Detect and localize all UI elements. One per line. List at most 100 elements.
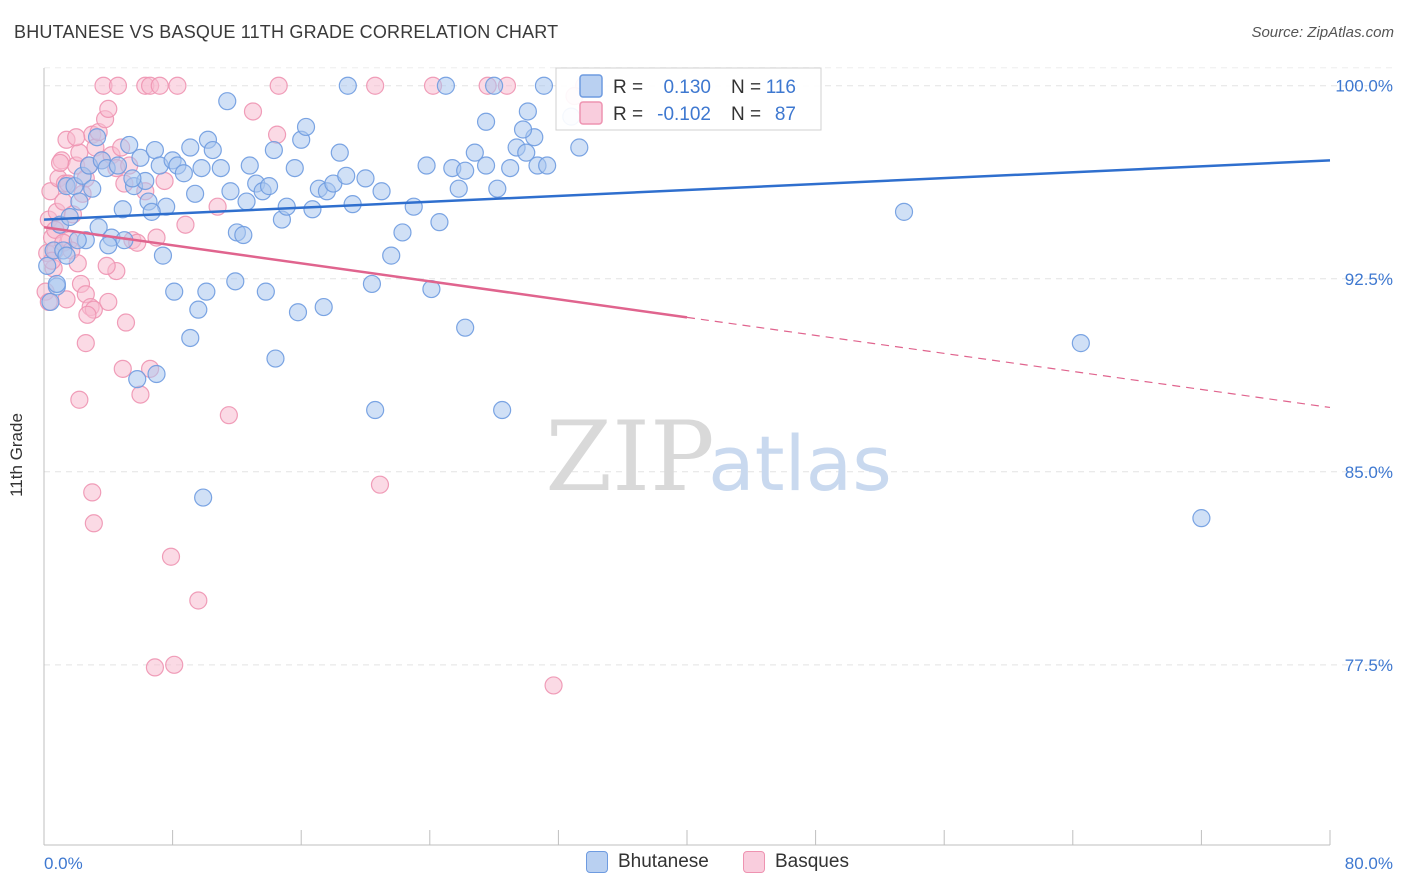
x-tick-label: 80.0% [1345,854,1393,873]
point-basques [131,385,150,404]
point-basques [84,514,103,533]
point-bhutanese [174,164,193,183]
source-credit: Source: ZipAtlas.com [1251,24,1394,41]
n-label: N = [731,77,761,98]
point-basques [155,171,174,191]
point-basques [150,76,169,95]
point-bhutanese [372,182,391,201]
trend-line-bhutanese [43,159,1331,221]
point-bhutanese [430,213,449,232]
point-bhutanese [1192,509,1211,528]
point-bhutanese [518,102,537,121]
n-label: N = [731,104,761,125]
point-bhutanese [264,140,283,160]
point-bhutanese [356,169,375,188]
point-basques [366,76,385,95]
point-bhutanese [476,112,496,131]
point-basques [189,591,208,610]
r-label: R = [613,104,643,125]
point-bhutanese [436,76,455,95]
trend-lines [43,159,1331,409]
point-bhutanese [218,92,237,111]
point-bhutanese [337,166,356,185]
point-bhutanese [493,400,512,420]
stats-legend: R = 0.130 N = 116 R = -0.102 N = 87 [555,67,822,131]
point-bhutanese [338,76,357,95]
point-bhutanese [476,156,496,175]
point-bhutanese [189,300,208,319]
point-basques [269,76,288,95]
series-legend: Bhutanese Basques [0,851,1406,879]
x-tick-label: 0.0% [44,854,83,873]
point-bhutanese [1071,334,1090,353]
point-bhutanese [314,297,333,317]
point-basques [161,547,181,566]
point-bhutanese [226,272,245,291]
point-bhutanese [485,76,504,95]
y-tick-label: 85.0% [1345,463,1393,482]
point-basques [76,334,95,353]
point-bhutanese [47,274,66,294]
point-bhutanese [382,246,401,265]
point-bhutanese [449,179,468,198]
point-basques [243,102,263,121]
point-bhutanese [142,202,161,221]
point-bhutanese [181,328,200,348]
point-bhutanese [259,177,279,196]
point-bhutanese [570,138,589,157]
point-basques [99,99,118,119]
point-bhutanese [240,156,259,175]
point-bhutanese [131,148,150,167]
point-bhutanese [362,274,382,294]
point-bhutanese [456,161,475,180]
n-value: 87 [775,104,796,125]
point-bhutanese [197,282,216,301]
point-bhutanese [488,179,507,198]
point-basques [70,390,89,409]
watermark-zip: ZIP [545,401,714,513]
n-value: 116 [766,77,796,98]
point-basques [165,655,184,674]
point-basques [97,256,116,276]
point-bhutanese [145,140,165,160]
point-bhutanese [181,138,200,157]
point-bhutanese [894,202,914,221]
y-tick-label: 100.0% [1335,77,1393,96]
tick-labels: 77.5% 85.0% 92.5% 100.0% 0.0% 80.0% [44,77,1393,873]
point-bhutanese [303,200,322,219]
point-bhutanese [465,143,484,162]
point-bhutanese [99,236,118,255]
point-bhutanese [221,182,240,201]
point-bhutanese [513,120,533,139]
r-value: 0.130 [663,77,711,98]
legend-label-bhutanese: Bhutanese [618,851,709,872]
point-bhutanese [38,256,57,276]
point-basques [99,292,118,312]
point-bhutanese [203,140,222,160]
r-label: R = [613,77,643,98]
point-bhutanese [165,282,184,301]
point-basques [108,76,128,95]
point-bhutanese [211,158,230,178]
legend-item-basques: Basques [743,851,849,873]
legend-label-basques: Basques [775,851,849,872]
point-bhutanese [234,225,253,245]
point-bhutanese [123,169,142,188]
chart-title: BHUTANESE VS BASQUE 11TH GRADE CORRELATI… [14,22,559,42]
point-basques [219,406,238,425]
y-tick-label: 77.5% [1345,656,1393,675]
point-bhutanese [501,158,520,178]
point-basques [50,153,70,173]
r-value: -0.102 [657,104,711,125]
point-bhutanese [277,197,296,216]
point-basques [145,658,165,677]
point-bhutanese [57,246,76,265]
stats-legend-swatch [579,74,603,98]
point-bhutanese [256,282,275,301]
point-bhutanese [296,117,316,137]
stats-legend-swatch [579,101,603,125]
point-bhutanese [108,156,128,175]
point-basques [41,182,60,201]
trend-line-basques-extension [686,316,1331,409]
